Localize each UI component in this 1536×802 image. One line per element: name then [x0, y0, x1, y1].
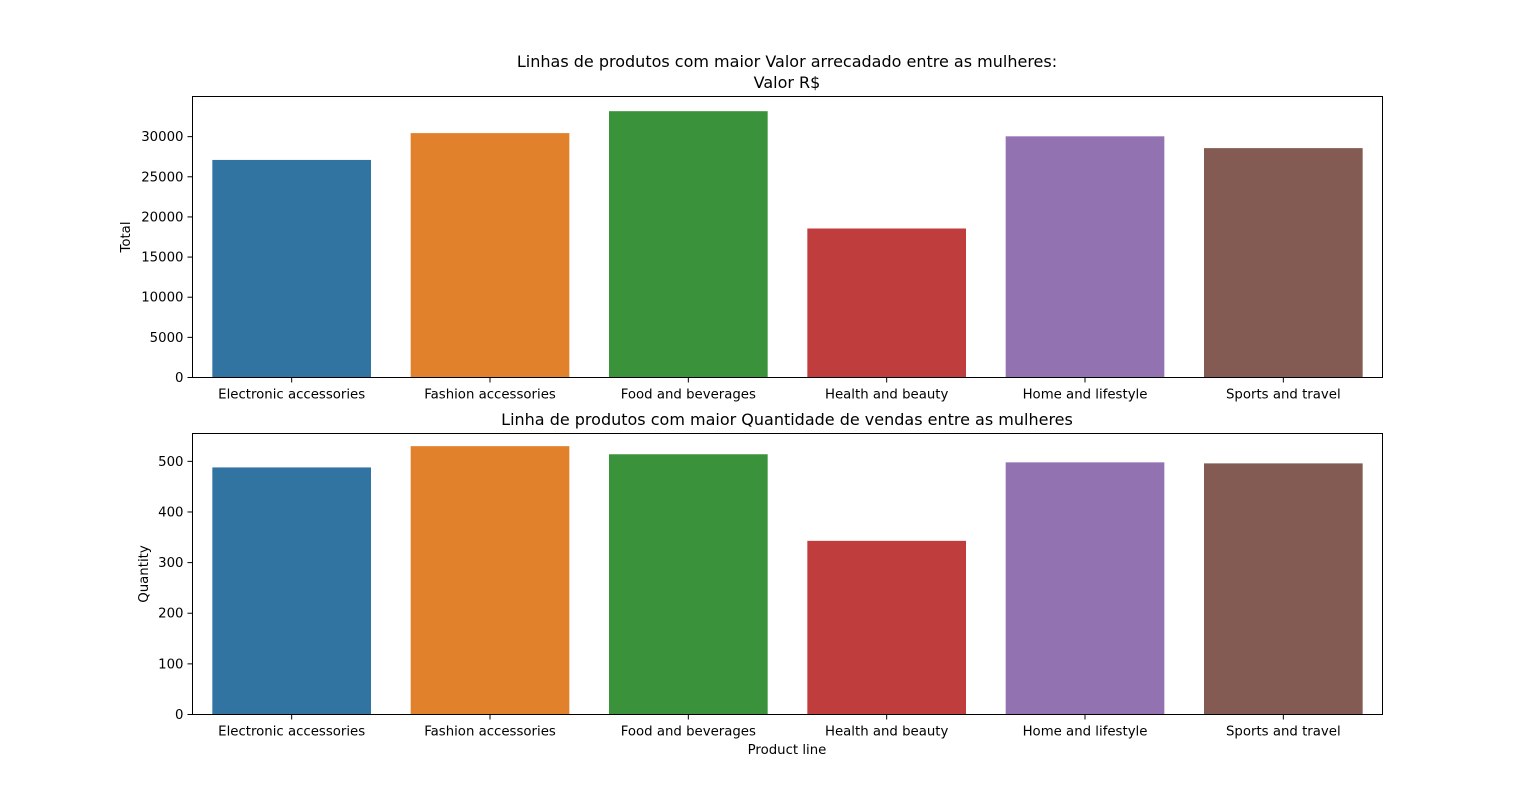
x-axis-label-bottom: Product line: [748, 743, 827, 758]
y-tick-label: 0: [175, 371, 183, 386]
y-axis-ticks-top: 0 5000 10000 15000 20000 25000 30000: [141, 130, 193, 386]
y-tick-label: 25000: [141, 170, 183, 185]
x-tick-label-home-and-lifestyle: Home and lifestyle: [1023, 388, 1148, 403]
bar-fashion-accessories: [410, 446, 570, 715]
x-tick-label-fashion-accessories: Fashion accessories: [424, 725, 556, 740]
y-tick-label: 0: [175, 708, 183, 723]
y-tick-label: 10000: [141, 291, 183, 306]
y-axis-label-top: Total: [119, 221, 134, 253]
bar-food-and-beverages: [609, 111, 768, 378]
x-axis-ticks-top: Electronic accessories Fashion accessorie…: [218, 377, 1341, 403]
x-tick-label-electronic-accessories: Electronic accessories: [218, 725, 365, 740]
bar-food-and-beverages: [609, 454, 768, 715]
bar-health-and-beauty: [807, 228, 966, 378]
y-tick-label: 15000: [141, 251, 183, 266]
x-tick-label-sports-and-travel: Sports and travel: [1226, 725, 1341, 740]
y-tick-label: 200: [158, 607, 183, 622]
x-tick-label-health-and-beauty: Health and beauty: [825, 388, 949, 403]
x-axis-ticks-bottom: Electronic accessories Fashion accessorie…: [218, 714, 1341, 740]
y-tick-label: 300: [158, 556, 183, 571]
bar-health-and-beauty: [807, 540, 966, 715]
plot-frame-top: [192, 96, 1383, 378]
y-axis-ticks-bottom: 0 100 200 300 400 500: [158, 455, 193, 723]
chart-total-value: Linhas de produtos com maior Valor arrec…: [119, 52, 1383, 403]
y-tick-label: 100: [158, 657, 183, 672]
chart-title-bottom: Linha de produtos com maior Quantidade d…: [501, 410, 1073, 429]
y-tick-label: 20000: [141, 210, 183, 225]
x-tick-label-health-and-beauty: Health and beauty: [825, 725, 949, 740]
x-tick-label-food-and-beverages: Food and beverages: [621, 388, 756, 403]
chart-quantity: Linha de produtos com maior Quantidade d…: [137, 410, 1383, 758]
y-tick-label: 5000: [150, 331, 184, 346]
y-tick-label: 400: [158, 505, 183, 520]
bar-fashion-accessories: [410, 133, 570, 378]
bars-top: [212, 111, 1363, 378]
bar-sports-and-travel: [1204, 148, 1363, 378]
x-tick-label-fashion-accessories: Fashion accessories: [424, 388, 556, 403]
plot-frame-bottom: [192, 433, 1383, 715]
y-axis-label-bottom: Quantity: [137, 545, 152, 603]
bar-electronic-accessories: [212, 467, 371, 715]
x-tick-label-sports-and-travel: Sports and travel: [1226, 388, 1341, 403]
bar-home-and-lifestyle: [1005, 462, 1165, 715]
bars-bottom: [212, 446, 1363, 715]
y-tick-label: 30000: [141, 130, 183, 145]
bar-electronic-accessories: [212, 159, 371, 378]
y-tick-label: 500: [158, 455, 183, 470]
x-tick-label-food-and-beverages: Food and beverages: [621, 725, 756, 740]
chart-title-top-line-2: Valor R$: [754, 73, 821, 92]
bar-home-and-lifestyle: [1005, 136, 1165, 378]
chart-title-top-line-1: Linhas de produtos com maior Valor arrec…: [517, 52, 1057, 71]
x-tick-label-electronic-accessories: Electronic accessories: [218, 388, 365, 403]
x-tick-label-home-and-lifestyle: Home and lifestyle: [1023, 725, 1148, 740]
bar-sports-and-travel: [1204, 463, 1363, 715]
